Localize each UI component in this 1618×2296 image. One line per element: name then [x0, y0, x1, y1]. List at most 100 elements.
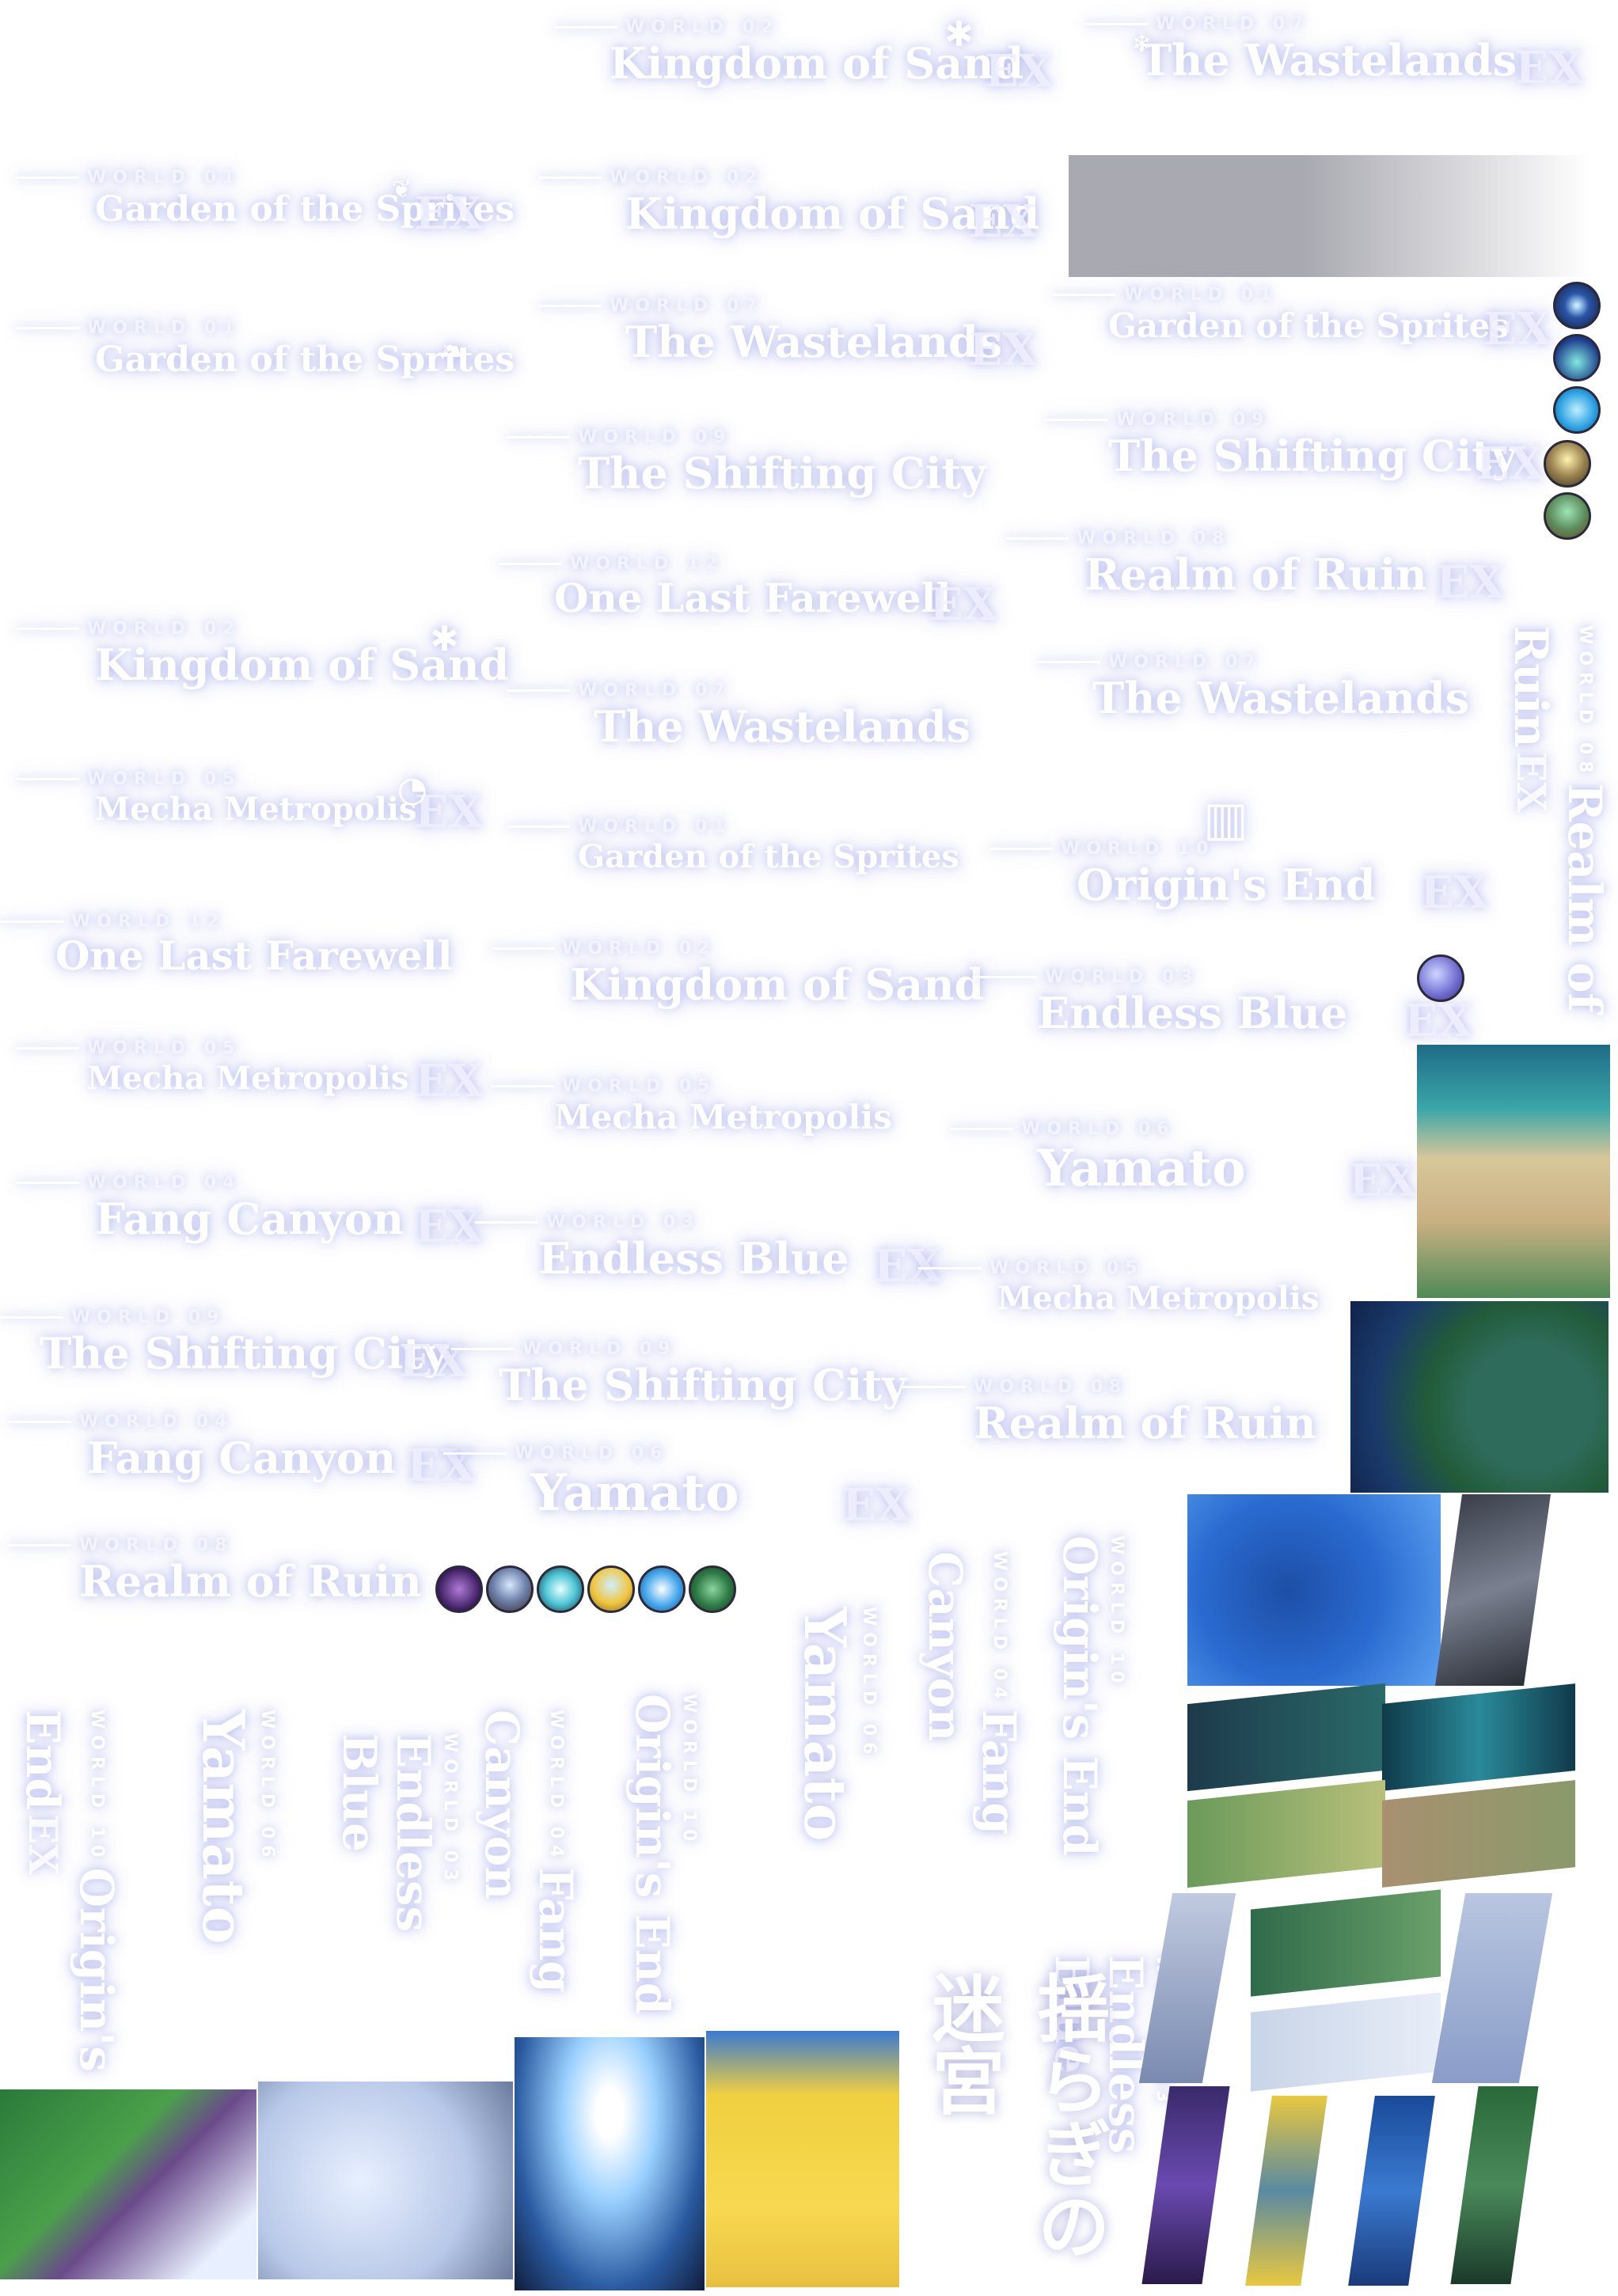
logo-mecha-metropolis-ex: WORLD 05 Mecha Metropolis EX — [16, 1038, 483, 1107]
world-name: Realm of Ruin — [974, 1398, 1316, 1448]
logo-one-last-farewell-ex: WORLD 12 One Last Farewell EX — [499, 554, 997, 631]
world-label: WORLD 10 — [87, 1710, 107, 1864]
vertical-logo-fang-canyon: WORLD 04 Fang Canyon — [918, 1551, 1026, 1899]
leaf-branch-icon: ❧ — [440, 334, 467, 370]
logo-kingdom-of-sand: WORLD 02 Kingdom of Sand — [491, 939, 984, 1006]
logo-yamato-ex: WORLD 06 Yamato EX — [443, 1444, 910, 1531]
ex-mark: EX — [414, 188, 483, 240]
jungle-orb-icon — [689, 1565, 736, 1613]
world-name: Realm of Ruin — [1504, 625, 1612, 1013]
vertical-logo-yamato: WORLD 06 Yamato — [792, 1607, 879, 1955]
glowing-tower-map — [515, 2037, 705, 2290]
logo-fang-canyon-ex: WORLD 04 Fang Canyon EX — [8, 1412, 475, 1492]
vertical-logo-origins-end-ex: WORLD 10 Origin's End EX — [16, 1710, 123, 2089]
logo-the-wastelands: WORLD 07 The Wastelands — [1037, 652, 1480, 719]
gear-dial-icon: ◔ — [397, 769, 427, 810]
world-label: WORLD 12 — [0, 912, 459, 932]
vertical-logo-endless-blue: WORLD 03 Endless Blue — [332, 1733, 460, 2066]
world-name: Endless Blue — [1045, 1955, 1153, 2154]
world-name: The Shifting City — [1108, 431, 1517, 481]
vertical-logo-endless-blue: WORLD 03 Endless Blue — [1045, 1955, 1172, 2287]
world-label: WORLD 01 — [507, 817, 950, 837]
japanese-title: 揺らぎの迷宮 — [920, 1971, 1111, 2262]
world-name: Garden of the Sprites — [95, 189, 515, 230]
yellow-strip — [1245, 2096, 1327, 2286]
star-orb-icon — [1553, 282, 1601, 329]
world-label: WORLD 09 — [1045, 410, 1488, 430]
world-label: WORLD 09 — [507, 427, 982, 447]
dark-castle-orb-icon — [435, 1565, 483, 1613]
world-name: Garden of the Sprites — [95, 340, 515, 380]
logo-the-wastelands: WORLD 07 The Wastelands — [507, 681, 970, 748]
world-name: The Wastelands — [1092, 673, 1470, 723]
logo-endless-blue-ex: WORLD 03 Endless Blue EX — [475, 1213, 942, 1292]
world-label: WORLD 08 — [8, 1535, 420, 1555]
world-name: Origin's End — [16, 1710, 123, 2072]
world-name: Realm of Ruin — [1084, 549, 1427, 600]
butterfly-icon: ❦ — [391, 176, 412, 203]
world-name: The Wastelands — [625, 317, 1003, 367]
world-name: The Shifting City — [40, 1328, 448, 1379]
world-label: WORLD 04 — [989, 1551, 1009, 1706]
world-name: Origin's End — [1077, 860, 1376, 910]
frost-strip — [1251, 1992, 1441, 2092]
world-label: WORLD 07 — [538, 296, 982, 316]
world-name: Endless Blue — [332, 1733, 440, 1933]
island-orb-icon — [1544, 440, 1591, 488]
ocean-orb-icon — [638, 1565, 686, 1613]
ship-orb-icon — [486, 1565, 534, 1613]
logo-kingdom-of-sand-ex: WORLD 02 Kingdom of Sand EX — [538, 168, 1039, 248]
world-label: WORLD 09 — [0, 1307, 412, 1327]
world-name: The Shifting City — [578, 448, 986, 499]
logo-the-wastelands-ex: WORLD 07 The Wastelands EX — [538, 296, 1037, 376]
logo-garden-of-the-sprites-ex: WORLD 01 Garden of the Sprites EX — [1053, 285, 1552, 355]
logo-garden-of-the-sprites: WORLD 01 Garden of the Sprites ❧ — [16, 318, 515, 380]
logo-one-last-farewell: WORLD 12 One Last Farewell — [0, 912, 459, 976]
logo-garden-of-the-sprites-ex: WORLD 01 Garden of the Sprites EX ❦ — [16, 168, 515, 240]
ex-mark: EX — [20, 1814, 66, 1875]
world-label: WORLD 06 — [257, 1710, 277, 1864]
vertical-logo-yamato: WORLD 06 Yamato — [190, 1710, 277, 2042]
world-name: Yamato — [530, 1463, 739, 1523]
ex-mark: EX — [1403, 995, 1472, 1047]
green-planet-map — [1350, 1301, 1609, 1493]
wave-orb-icon — [1553, 334, 1601, 381]
logo-realm-of-ruin: WORLD 08 Realm of Ruin — [902, 1377, 1316, 1448]
swamp-strip — [1251, 1889, 1441, 1997]
ex-mark: EX — [414, 1201, 483, 1253]
logo-the-shifting-city: WORLD 09 The Shifting City — [507, 427, 986, 499]
grassland-strip — [1187, 1779, 1385, 1888]
world-name: Mecha Metropolis — [87, 1060, 409, 1097]
logo-origins-end-ex: WORLD 10 Origin's End EX ▥ — [989, 791, 1488, 919]
ice-ridge-strip — [1431, 1893, 1553, 2083]
ice-city-map — [258, 2082, 513, 2279]
world-label: WORLD 05 — [918, 1258, 1330, 1278]
logo-realm-of-ruin: WORLD 08 Realm of Ruin — [8, 1535, 422, 1603]
gray-gradient-bar — [1069, 155, 1591, 277]
logo-the-shifting-city-ex: WORLD 09 The Shifting City EX — [1045, 410, 1544, 490]
world-label: WORLD 08 — [1575, 625, 1595, 780]
vertical-logo-origins-end: WORLD 10 Origin's End — [1053, 1535, 1126, 1884]
desert-orb-icon — [587, 1565, 635, 1613]
world-name: Garden of the Sprites — [1108, 306, 1509, 345]
world-label: WORLD 01 — [16, 318, 459, 338]
vertical-logo-fang-canyon: WORLD 04 Fang Canyon — [475, 1710, 583, 2042]
world-name: Endless Blue — [1037, 988, 1348, 1038]
logo-mecha-metropolis-ex: WORLD 05 Mecha Metropolis EX ◔ — [16, 769, 483, 838]
vertical-logo-realm-of-ruin-ex: WORLD 08 Realm of Ruin EX — [1504, 625, 1612, 1053]
logo-the-shifting-city-ex: WORLD 09 The Shifting City EX — [0, 1307, 467, 1387]
logo-yamato-ex: WORLD 06 Yamato EX — [950, 1119, 1417, 1207]
world-label: WORLD 09 — [451, 1339, 894, 1359]
world-name: Kingdom of Sand — [610, 38, 1024, 89]
logo-kingdom-of-sand: WORLD 02 Kingdom of Sand ✱ — [16, 619, 509, 686]
world-label: WORLD 07 — [1037, 652, 1480, 672]
vertical-logo-origins-end: WORLD 10 Origin's End — [625, 1694, 699, 2042]
logo-realm-of-ruin-ex: WORLD 08 Realm of Ruin EX — [1005, 529, 1504, 609]
world-name: Fang Canyon — [95, 1194, 404, 1244]
ice-orb-icon — [537, 1565, 584, 1613]
logo-mecha-metropolis: WORLD 05 Mecha Metropolis — [491, 1076, 934, 1134]
forest-orb-icon — [1544, 492, 1591, 540]
world-label: WORLD 10 — [1107, 1535, 1126, 1690]
snowflake-icon: ❄ — [1132, 30, 1153, 58]
world-name: Endless Blue — [538, 1233, 849, 1284]
